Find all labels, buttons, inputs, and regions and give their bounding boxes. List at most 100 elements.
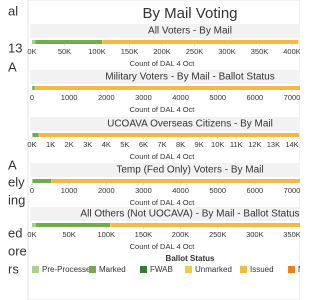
legend-label: Pre-Processe.. [42,265,95,274]
x-axis-label: Count of DAL 4 Oct [130,242,196,251]
x-tick-label: 11K [230,140,243,149]
legend-label: Unmarked [195,265,232,274]
bar-segment [35,86,300,90]
x-tick-label: 3000 [135,186,152,195]
side-text: ing [8,192,25,207]
side-text: 13 [8,40,22,55]
side-text: A [8,157,17,172]
side-text: ed [8,225,22,240]
x-axis-label: Count of DAL 4 Oct [130,105,196,114]
bar-segment [32,133,39,137]
x-tick-label: 1000 [61,93,78,102]
x-tick-label: 5000 [209,93,226,102]
x-tick-label: 100K [98,230,116,239]
x-tick-label: 400K [283,47,300,56]
x-tick-label: 350K [283,230,300,239]
dashboard-title: By Mail Voting [142,5,237,22]
chart-header [30,70,300,84]
x-tick-label: 50K [62,230,75,239]
panel [27,0,300,300]
legend-title: Ballot Status [166,254,215,263]
bar-segment [32,179,52,183]
x-tick-label: 4000 [172,93,189,102]
x-tick-label: 7K [157,140,166,149]
bar-segment [32,223,36,227]
legend-label: Issued [250,265,274,274]
x-tick-label: 13K [267,140,280,149]
x-tick-label: 350K [251,47,269,56]
bar-segment [32,86,35,90]
x-tick-label: 12K [248,140,261,149]
x-tick-label: 0 [30,93,34,102]
x-tick-label: 5000 [209,186,226,195]
x-tick-label: 6000 [247,93,264,102]
x-tick-label: 0K [27,140,36,149]
legend-swatch [32,266,39,273]
legend-swatch [185,266,192,273]
x-tick-label: 7000 [284,186,300,195]
chart-header [30,207,300,221]
chart-header [30,163,300,177]
side-text: rs [8,261,19,276]
x-tick-label: 9K [195,140,204,149]
x-tick-label: 200K [172,230,190,239]
x-tick-label: 6K [139,140,148,149]
x-tick-label: 0 [30,186,34,195]
x-tick-label: 4K [102,140,111,149]
x-tick-label: 3000 [135,93,152,102]
side-text: ely [8,174,25,189]
x-tick-label: 1K [46,140,55,149]
legend-swatch [140,266,147,273]
x-axis-label: Count of DAL 4 Oct [130,152,196,161]
x-tick-label: 150K [135,230,153,239]
chart-title: All Others (Not UOCAVA) - By Mail - Ball… [80,209,299,220]
x-tick-label: 3K [83,140,92,149]
x-tick-label: 4000 [172,186,189,195]
x-tick-label: 200K [153,47,171,56]
x-tick-label: 1000 [61,186,78,195]
legend-swatch [288,266,295,273]
chart-title: All Voters - By Mail [148,26,232,37]
legend-label: Marked [99,265,126,274]
legend-label: N [298,265,300,274]
bar-segment [32,133,33,137]
bar-segment [38,133,40,137]
x-tick-label: 0K [27,47,36,56]
x-tick-label: 100K [88,47,106,56]
chart-title: UCOAVA Overseas Citizens - By Mail [107,119,273,130]
bar-segment [102,40,104,44]
x-tick-label: 6000 [247,186,264,195]
x-tick-label: 250K [186,47,204,56]
bar-segment [110,223,112,227]
x-tick-label: 0K [27,230,36,239]
x-tick-label: 2K [65,140,74,149]
chart-header [30,117,300,131]
chart-title: Military Voters - By Mail - Ballot Statu… [105,72,275,83]
bar-segment [32,40,36,44]
x-tick-label: 8K [176,140,185,149]
x-tick-label: 300K [218,47,236,56]
x-tick-label: 10K [211,140,224,149]
legend-swatch [89,266,96,273]
bar-segment [51,179,300,183]
bar-segment [103,40,299,44]
x-tick-label: 2000 [98,93,115,102]
x-tick-label: 14K [285,140,298,149]
legend-label: FWAB [150,265,173,274]
bar-segment [32,179,33,183]
x-tick-label: 50K [58,47,71,56]
bar-segment [35,40,103,44]
chart-header [30,24,300,38]
x-tick-label: 5K [120,140,129,149]
bar-segment [35,223,110,227]
x-tick-label: 2000 [98,186,115,195]
x-tick-label: 150K [121,47,139,56]
x-tick-label: 300K [246,230,264,239]
x-axis-label: Count of DAL 4 Oct [130,198,196,207]
x-tick-label: 250K [209,230,227,239]
legend-swatch [240,266,247,273]
bar-segment [39,133,300,137]
side-text: ore [8,243,27,258]
